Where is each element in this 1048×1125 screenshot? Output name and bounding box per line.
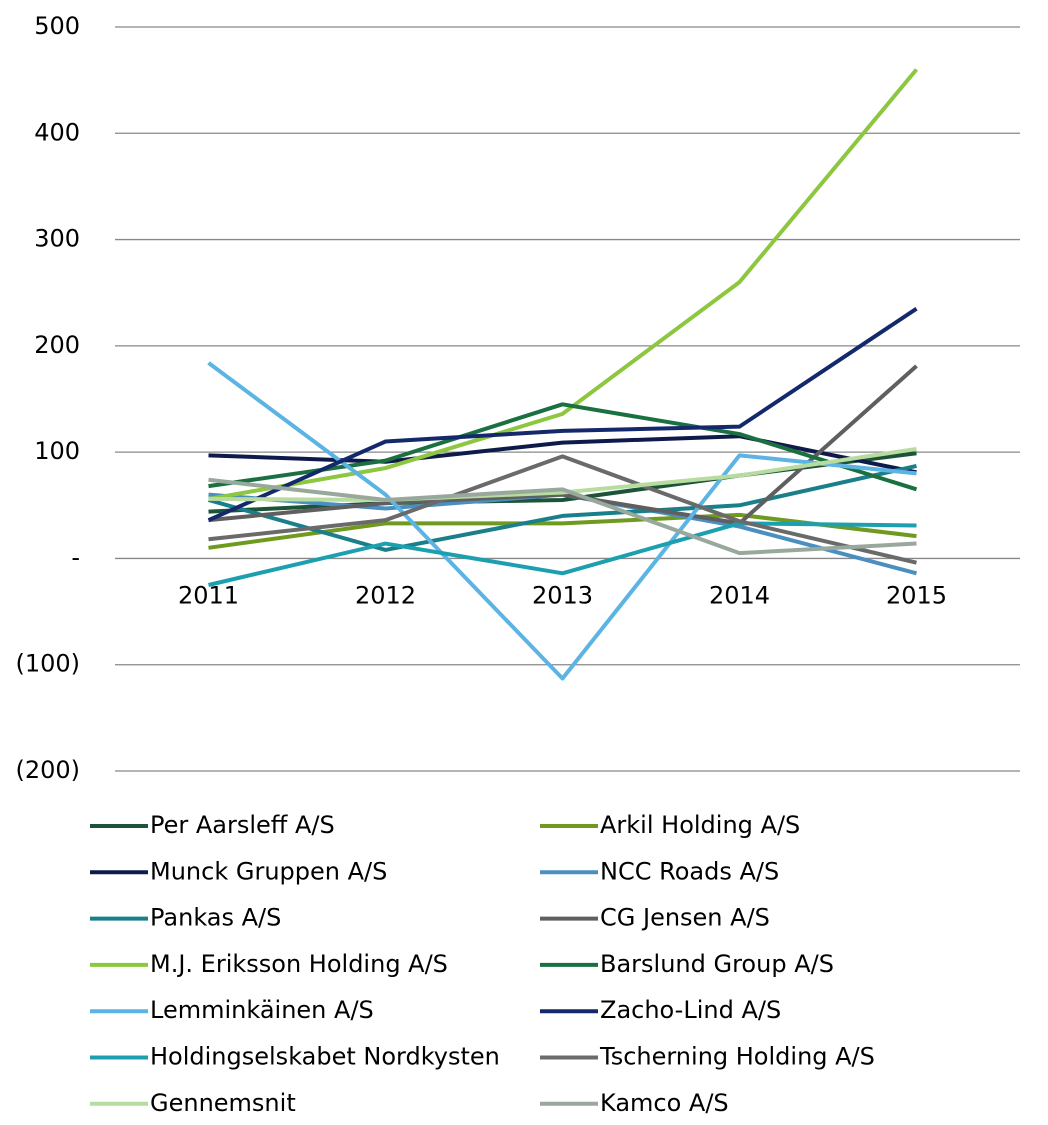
x-tick-label: 2013 <box>532 581 593 609</box>
series-line <box>208 446 917 502</box>
legend-label: Per Aarsleff A/S <box>150 811 335 839</box>
legend-label: Gennemsnit <box>150 1089 296 1117</box>
legend-label: Zacho-Lind A/S <box>600 996 781 1024</box>
series-line <box>207 464 917 552</box>
y-tick-label: - <box>71 543 80 571</box>
series-line <box>207 306 918 522</box>
legend-label: CG Jensen A/S <box>600 904 770 932</box>
x-tick-label: 2014 <box>709 581 770 609</box>
x-tick-label: 2012 <box>355 581 416 609</box>
y-tick-label: 300 <box>34 225 80 253</box>
legend-label: Barslund Group A/S <box>600 950 834 978</box>
series-line <box>208 454 917 565</box>
y-tick-label: 500 <box>34 12 80 40</box>
series-line <box>207 361 917 681</box>
series-line <box>208 477 917 556</box>
y-tick-label: (100) <box>15 650 80 678</box>
legend-label: Munck Gruppen A/S <box>150 857 387 885</box>
legend-label: M.J. Eriksson Holding A/S <box>150 950 448 978</box>
legend-label: NCC Roads A/S <box>600 857 779 885</box>
legend-label: Pankas A/S <box>150 904 281 932</box>
series-line <box>208 68 919 501</box>
legend-label: Tscherning Holding A/S <box>599 1043 875 1071</box>
y-tick-label: 400 <box>34 118 80 146</box>
series-line <box>208 364 918 526</box>
legend-label: Holdingselskabet Nordkysten <box>150 1043 500 1071</box>
series-line <box>208 434 917 475</box>
legend-label: Arkil Holding A/S <box>600 811 800 839</box>
y-tick-label: 100 <box>34 437 80 465</box>
y-tick-label: (200) <box>15 756 80 784</box>
x-tick-label: 2011 <box>178 581 239 609</box>
series-line <box>208 521 917 587</box>
legend-label: Lemminkäinen A/S <box>150 996 374 1024</box>
y-tick-label: 200 <box>34 331 80 359</box>
legend-label: Kamco A/S <box>600 1089 729 1117</box>
x-tick-label: 2015 <box>886 581 947 609</box>
series-line <box>208 402 918 492</box>
